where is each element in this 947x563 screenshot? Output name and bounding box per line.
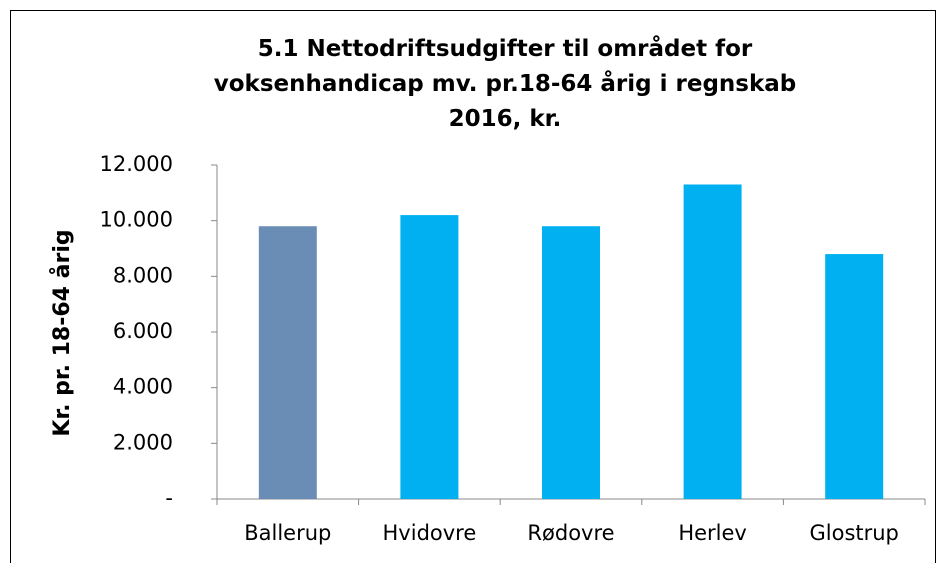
y-tick-label: 10.000: [100, 208, 173, 232]
y-tick-label: 8.000: [113, 263, 173, 287]
x-tick-label: Ballerup: [244, 521, 331, 545]
bar: [825, 254, 884, 499]
y-tick-label: -: [165, 486, 173, 510]
y-tick-label: 2.000: [113, 430, 173, 454]
y-tick-label: 6.000: [113, 319, 173, 343]
bar: [542, 226, 600, 499]
chart-frame: [10, 10, 936, 563]
x-tick-label: Herlev: [678, 521, 747, 545]
bar: [683, 184, 742, 499]
y-tick-label: 4.000: [113, 375, 173, 399]
chart-title: 5.1 Nettodriftsudgifter til området for …: [213, 36, 797, 132]
y-tick-label: 12.000: [100, 152, 173, 176]
y-axis-label: Kr. pr. 18-64 årig: [49, 229, 75, 436]
x-tick-label: Rødovre: [527, 521, 614, 545]
bar: [400, 215, 459, 499]
x-tick-label: Glostrup: [809, 521, 898, 545]
bar: [258, 226, 317, 499]
x-tick-label: Hvidovre: [383, 521, 477, 545]
